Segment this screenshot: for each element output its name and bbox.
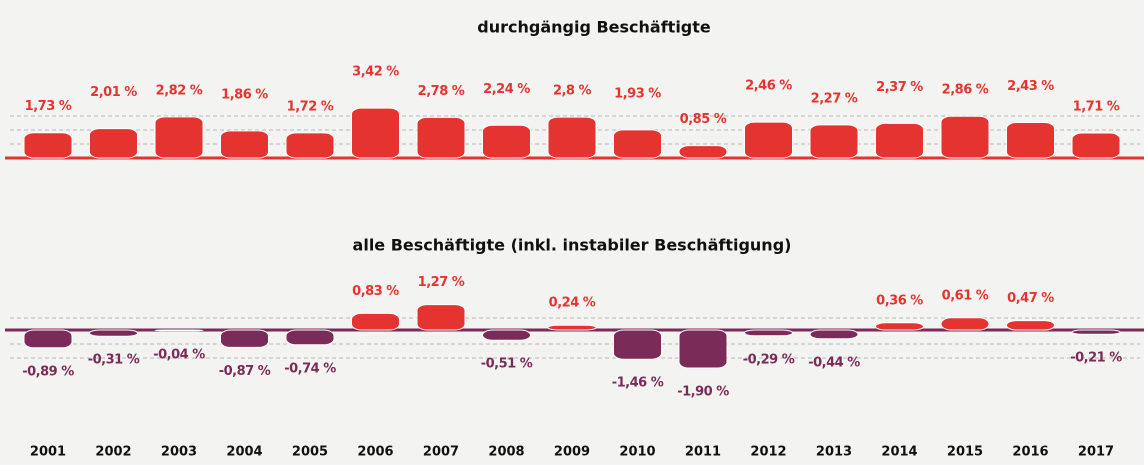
x-tick-label: 2012 [750, 445, 786, 460]
coin-stack [548, 325, 596, 330]
x-tick-label: 2001 [30, 445, 66, 460]
value-label: 2,78 % [418, 84, 465, 99]
coin-stack [745, 330, 793, 336]
value-label: 1,73 % [25, 99, 72, 114]
value-label: -0,04 % [153, 347, 205, 362]
value-label: -0,31 % [88, 353, 140, 368]
coin-stack [24, 330, 72, 348]
coin-stack [876, 323, 924, 330]
x-tick-label: 2008 [488, 445, 524, 460]
x-tick-label: 2011 [685, 445, 721, 460]
value-label: 2,82 % [156, 83, 203, 98]
coin-stack [352, 108, 400, 158]
coin-stack [90, 129, 138, 158]
value-label: 1,27 % [418, 275, 465, 290]
value-label: 1,86 % [221, 87, 268, 102]
value-label: -0,21 % [1070, 351, 1122, 366]
value-label: -1,46 % [612, 376, 664, 391]
value-label: 0,61 % [942, 288, 989, 303]
value-label: 2,86 % [942, 83, 989, 98]
coin-stack [417, 305, 465, 330]
x-tick-label: 2007 [423, 445, 459, 460]
value-label: -0,44 % [808, 355, 860, 370]
value-label: 3,42 % [352, 65, 399, 80]
coin-stack [876, 123, 924, 158]
coin-stack [745, 122, 793, 158]
value-label: -0,51 % [481, 357, 533, 372]
x-tick-label: 2014 [881, 445, 917, 460]
coin-stack [1007, 123, 1055, 158]
coin-stack [941, 318, 989, 330]
coin-stack [417, 117, 465, 158]
coin-stack [614, 330, 662, 359]
x-tick-label: 2017 [1078, 445, 1114, 460]
value-label: -0,29 % [743, 352, 795, 367]
coin-stack [483, 125, 531, 158]
value-label: 2,46 % [745, 79, 792, 94]
coin-stack [548, 117, 596, 158]
coin-stack [679, 330, 727, 368]
value-label: 1,93 % [614, 86, 661, 101]
value-label: 1,72 % [287, 99, 334, 114]
background [0, 0, 1144, 465]
panel-title: alle Beschäftigte (inkl. instabiler Besc… [353, 236, 792, 255]
x-tick-label: 2003 [161, 445, 197, 460]
coin-stack [679, 146, 727, 158]
coin-stack [941, 116, 989, 158]
coin-stack [155, 117, 203, 158]
x-tick-label: 2016 [1012, 445, 1048, 460]
coin-stack [1072, 133, 1120, 158]
coin-stack [483, 330, 531, 340]
coin-stack [286, 133, 334, 158]
panel-title: durchgängig Beschäftigte [477, 18, 711, 37]
coin-stack [90, 330, 138, 336]
coin-stack [221, 330, 269, 347]
value-label: 0,83 % [352, 284, 399, 299]
value-label: 2,24 % [483, 82, 530, 97]
coin-stack [1007, 321, 1055, 330]
coin-stack [24, 133, 72, 158]
coin-stack [614, 130, 662, 158]
value-label: 2,37 % [876, 80, 923, 95]
x-tick-label: 2004 [226, 445, 262, 460]
value-label: 0,85 % [680, 112, 727, 127]
coin-stack [810, 330, 858, 339]
x-tick-label: 2005 [292, 445, 328, 460]
value-label: 2,43 % [1007, 79, 1054, 94]
x-tick-label: 2015 [947, 445, 983, 460]
value-label: -1,90 % [677, 385, 729, 400]
value-label: -0,74 % [284, 361, 336, 376]
value-label: -0,89 % [22, 364, 74, 379]
coin-stack [155, 330, 203, 331]
coin-stack [286, 330, 334, 345]
coin-stack [221, 131, 269, 158]
chart: durchgängig Beschäftigte alle Beschäftig… [0, 0, 1144, 465]
value-label: 2,8 % [553, 84, 592, 99]
x-tick-label: 2002 [95, 445, 131, 460]
value-label: 0,24 % [549, 296, 596, 311]
value-label: 2,27 % [811, 91, 858, 106]
value-label: 1,71 % [1073, 100, 1120, 115]
value-label: 0,47 % [1007, 291, 1054, 306]
x-tick-label: 2006 [357, 445, 393, 460]
coin-stack [1072, 330, 1120, 334]
x-tick-label: 2009 [554, 445, 590, 460]
value-label: 2,01 % [90, 85, 137, 100]
value-label: 0,36 % [876, 293, 923, 308]
coin-stack [352, 313, 400, 330]
coin-stack [810, 125, 858, 158]
x-tick-label: 2010 [619, 445, 655, 460]
x-tick-label: 2013 [816, 445, 852, 460]
value-label: -0,87 % [219, 364, 271, 379]
